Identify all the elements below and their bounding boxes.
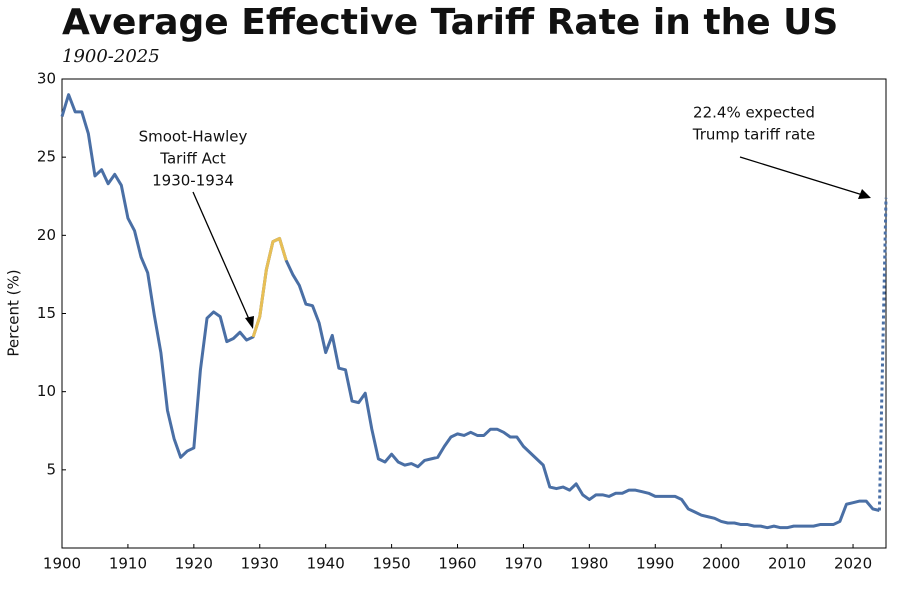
annotation: Tariff Act [159,150,226,168]
x-tick-label: 2010 [768,555,806,573]
x-tick-label: 1970 [504,555,542,573]
y-tick-label: 20 [37,226,56,244]
y-tick-label: 5 [46,460,56,478]
projection-line [877,197,888,511]
x-tick-label: 2000 [702,555,740,573]
arrowhead [858,189,871,199]
annotation: 1930-1934 [152,172,234,190]
x-tick-label: 1900 [43,555,81,573]
y-axis-label: Percent (%) [5,269,23,356]
line [60,93,880,530]
arrow [739,156,867,197]
x-tick-label: 1980 [570,555,608,573]
highlight-line [251,236,288,338]
annotation: 22.4% expected [693,104,815,122]
annotation: Trump tariff rate [692,126,816,144]
x-tick-label: 1990 [636,555,674,573]
x-tick-label: 1950 [373,555,411,573]
x-tick-label: 2020 [834,555,872,573]
x-tick-label: 1920 [175,555,213,573]
y-tick-label: 15 [37,304,56,322]
x-tick-label: 1960 [438,555,476,573]
chart-subtitle: 1900-2025 [62,46,160,67]
x-tick-label: 1910 [109,555,147,573]
x-tick-label: 1940 [307,555,345,573]
x-tick-label: 1930 [241,555,279,573]
y-tick-label: 10 [37,382,56,400]
arrow [192,191,253,327]
annotation: Smoot-Hawley [139,128,248,146]
y-tick-label: 30 [37,70,56,88]
y-tick-label: 25 [37,148,56,166]
chart-title: Average Effective Tariff Rate in the US [62,2,838,43]
arrowhead [245,316,254,329]
